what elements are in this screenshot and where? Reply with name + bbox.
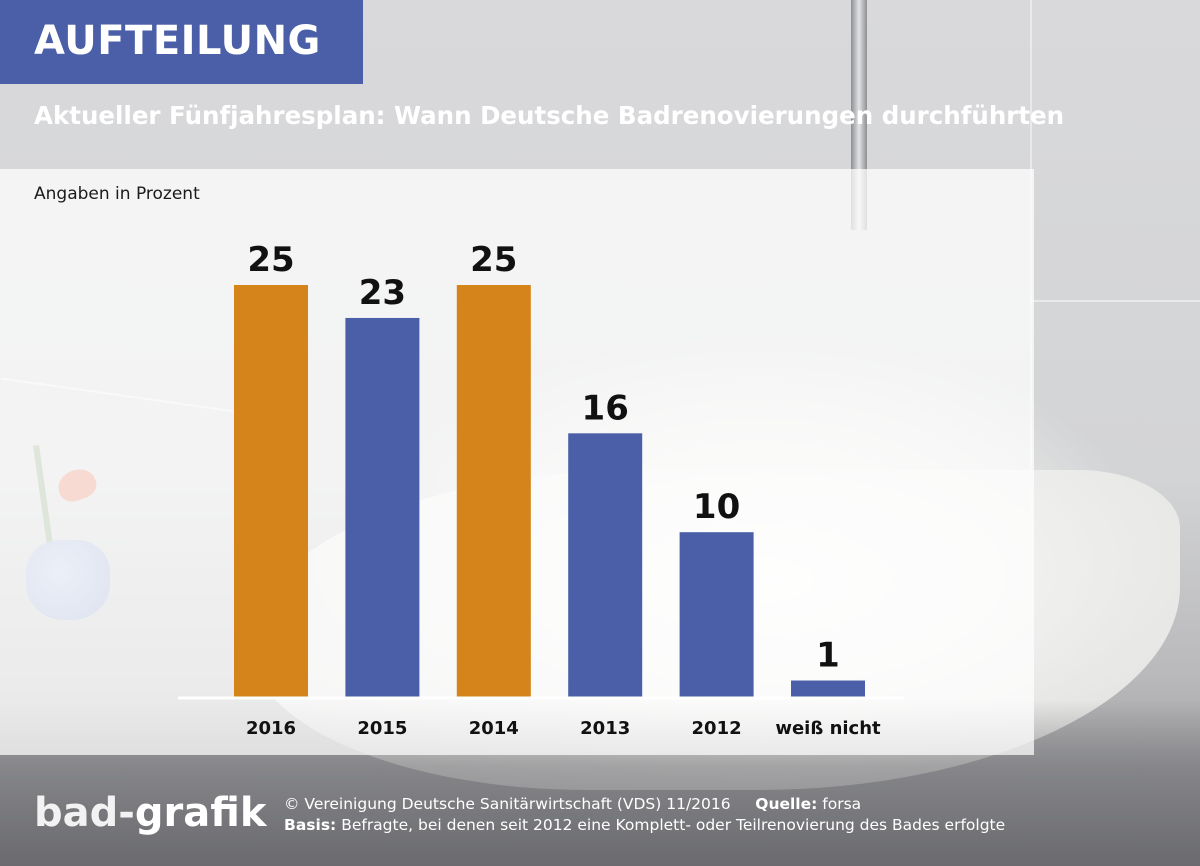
unit-label: Angaben in Prozent — [34, 184, 200, 204]
bar-value-label: 23 — [359, 273, 406, 313]
bar-value-label: 1 — [816, 636, 840, 676]
bar-2012 — [679, 532, 754, 697]
credit-line-2: Basis: Befragte, bei denen seit 2012 ein… — [284, 815, 1005, 836]
bar-value-label: 25 — [470, 240, 517, 280]
category-label: 2012 — [692, 718, 742, 739]
bar-2015 — [345, 317, 420, 697]
logo-bad-text: bad — [34, 790, 119, 836]
logo-dash: - — [118, 790, 135, 836]
bar-2013 — [568, 433, 643, 697]
bar-value-label: 10 — [693, 487, 740, 527]
logo-grafik-text: grafik — [134, 790, 267, 836]
basis-value: Befragte, bei denen seit 2012 eine Kompl… — [341, 816, 1006, 834]
bar-value-label: 16 — [582, 388, 629, 428]
category-label: 2015 — [357, 718, 407, 739]
bad-grafik-logo: bad-grafik — [34, 790, 266, 840]
source-value: forsa — [822, 795, 862, 813]
chart-subtitle: Aktueller Fünfjahresplan: Wann Deutsche … — [34, 101, 1065, 130]
bar-2014 — [456, 285, 531, 697]
title-box: AUFTEILUNG — [0, 0, 363, 84]
basis-label: Basis: — [284, 816, 337, 834]
category-label: 2013 — [580, 718, 630, 739]
page-title: AUFTEILUNG — [34, 18, 321, 64]
bar-weiss-nicht — [791, 680, 865, 697]
bar-value-label: 25 — [247, 240, 294, 280]
category-label: 2016 — [246, 718, 296, 739]
copyright-text: © Vereinigung Deutsche Sanitärwirtschaft… — [284, 795, 731, 813]
credit-line-1: © Vereinigung Deutsche Sanitärwirtschaft… — [284, 794, 1005, 815]
category-label: 2014 — [469, 718, 519, 739]
credits: © Vereinigung Deutsche Sanitärwirtschaft… — [284, 794, 1005, 836]
category-label: weiß nicht — [775, 718, 881, 739]
source-label: Quelle: — [755, 795, 818, 813]
bar-2016 — [234, 285, 308, 697]
